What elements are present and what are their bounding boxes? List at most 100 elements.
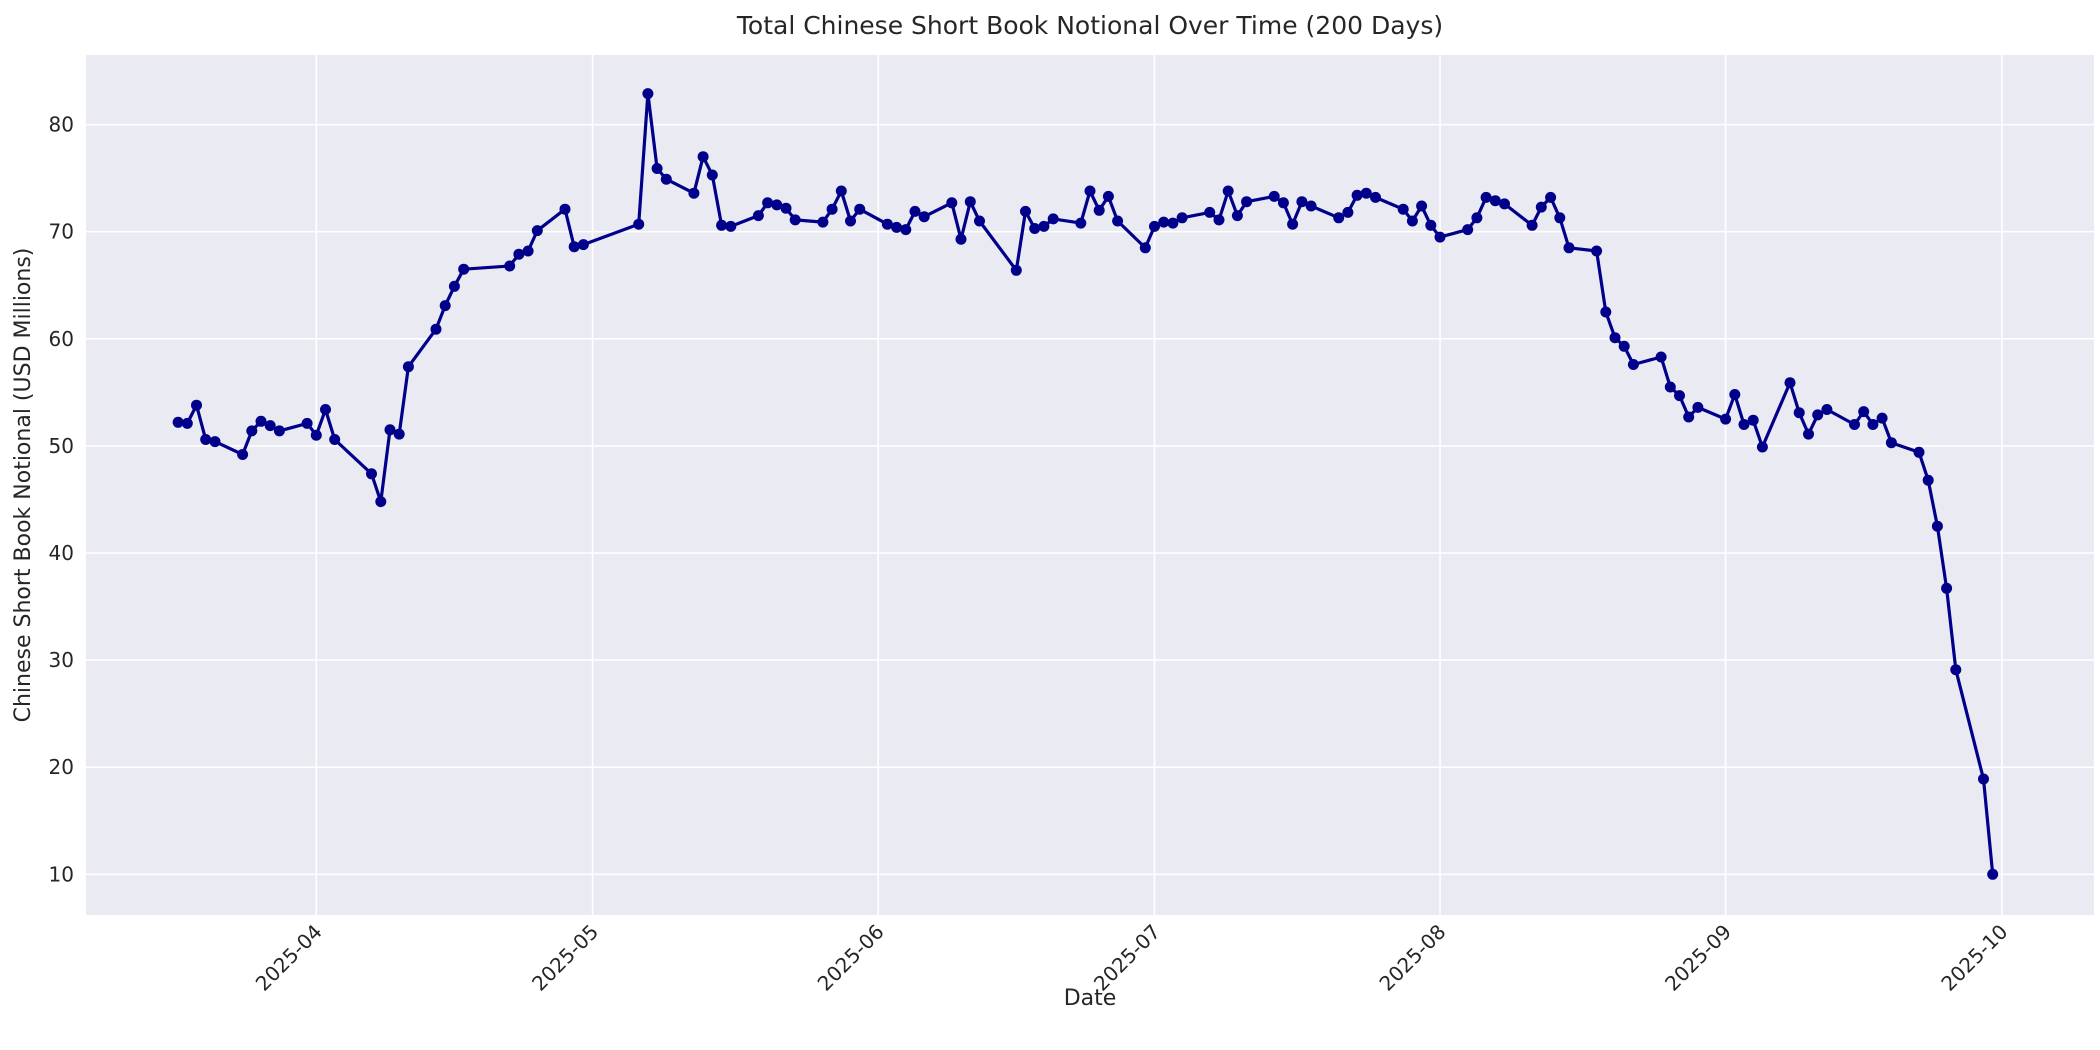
data-point — [1139, 242, 1151, 254]
data-point — [1360, 187, 1372, 199]
data-point — [430, 323, 442, 335]
data-point — [1849, 419, 1860, 430]
data-point — [1268, 190, 1280, 202]
data-point — [1277, 197, 1289, 209]
data-point — [660, 173, 672, 185]
data-point — [1941, 582, 1953, 594]
y-tick-label: 30 — [49, 648, 74, 672]
x-tick-label: 2025-06 — [813, 920, 889, 996]
data-point — [1664, 381, 1676, 393]
x-tick-label: 2025-10 — [1936, 920, 2012, 996]
data-point — [1627, 359, 1639, 370]
data-point — [725, 220, 737, 232]
data-point — [1176, 212, 1188, 224]
data-point — [1434, 231, 1446, 243]
data-point — [1425, 219, 1437, 231]
data-point — [1499, 198, 1510, 210]
x-tick-label: 2025-04 — [251, 920, 327, 996]
data-point — [1084, 185, 1096, 197]
data-point — [633, 218, 645, 230]
data-point — [900, 224, 912, 236]
data-point — [1038, 220, 1050, 232]
data-point — [891, 221, 903, 233]
data-point — [1526, 219, 1538, 231]
data-point — [366, 468, 377, 480]
data-point — [1692, 401, 1704, 413]
data-point — [172, 416, 184, 428]
data-point — [1397, 203, 1409, 215]
data-point — [1351, 189, 1363, 201]
data-point — [320, 404, 331, 415]
data-point — [1480, 191, 1492, 203]
data-point — [1821, 404, 1833, 415]
y-axis-label: Chinese Short Book Notional (USD Million… — [11, 248, 36, 723]
data-point — [559, 203, 571, 215]
data-point — [375, 496, 387, 508]
data-point — [918, 211, 930, 223]
data-point — [1305, 200, 1317, 212]
y-tick-label: 40 — [49, 541, 74, 565]
data-point — [1231, 210, 1243, 222]
data-point — [1729, 389, 1741, 400]
data-point — [1978, 773, 1989, 785]
data-point — [264, 420, 276, 432]
data-point — [771, 199, 783, 211]
data-point — [1102, 190, 1114, 202]
data-point — [1803, 428, 1814, 440]
y-tick-label: 10 — [49, 862, 74, 886]
data-point — [384, 424, 396, 436]
data-point — [789, 214, 801, 226]
data-point — [1618, 340, 1630, 352]
data-point — [1416, 200, 1428, 212]
x-tick-labels: 2025-04 2025-05 2025-06 2025-07 2025-08 2025-… — [251, 920, 2013, 996]
data-point — [1867, 419, 1879, 430]
x-tick-label: 2025-07 — [1089, 920, 1165, 996]
data-point — [1858, 406, 1870, 418]
data-point — [1885, 437, 1897, 449]
plot-area — [86, 55, 2094, 915]
data-point — [752, 210, 764, 222]
data-point — [181, 417, 193, 429]
data-point — [209, 436, 221, 448]
x-tick-label: 2025-08 — [1374, 920, 1450, 996]
data-point — [237, 449, 249, 460]
data-point — [1913, 446, 1925, 458]
data-point — [1931, 520, 1943, 532]
data-point — [1554, 212, 1566, 224]
data-point — [577, 239, 589, 251]
data-point — [835, 185, 847, 197]
data-point — [273, 425, 285, 437]
y-tick-label: 70 — [49, 220, 74, 244]
data-point — [1406, 215, 1418, 227]
data-point — [531, 225, 543, 237]
data-point — [1241, 196, 1253, 208]
grid-lines — [86, 55, 2094, 915]
data-point — [513, 248, 525, 260]
data-point — [1922, 474, 1934, 486]
data-point — [522, 245, 534, 257]
data-point — [1784, 377, 1796, 389]
data-point — [301, 417, 313, 429]
data-point — [1563, 242, 1575, 254]
data-point — [946, 197, 958, 209]
data-point — [1287, 218, 1299, 230]
data-point — [402, 361, 414, 373]
data-point — [1535, 201, 1547, 213]
data-point — [246, 425, 258, 437]
data-point — [1812, 409, 1824, 421]
data-point — [826, 203, 838, 215]
data-point — [1010, 264, 1022, 276]
data-point — [1609, 332, 1621, 344]
data-point — [1600, 306, 1612, 318]
y-tick-label: 50 — [49, 434, 74, 458]
data-point — [448, 280, 460, 292]
data-point — [1950, 664, 1962, 676]
data-point — [255, 415, 267, 427]
data-point — [1213, 214, 1225, 226]
data-point — [1545, 191, 1557, 203]
x-axis-label: Date — [1064, 986, 1117, 1011]
data-point — [1462, 224, 1474, 236]
data-point — [1020, 205, 1031, 217]
data-point — [1876, 412, 1888, 424]
